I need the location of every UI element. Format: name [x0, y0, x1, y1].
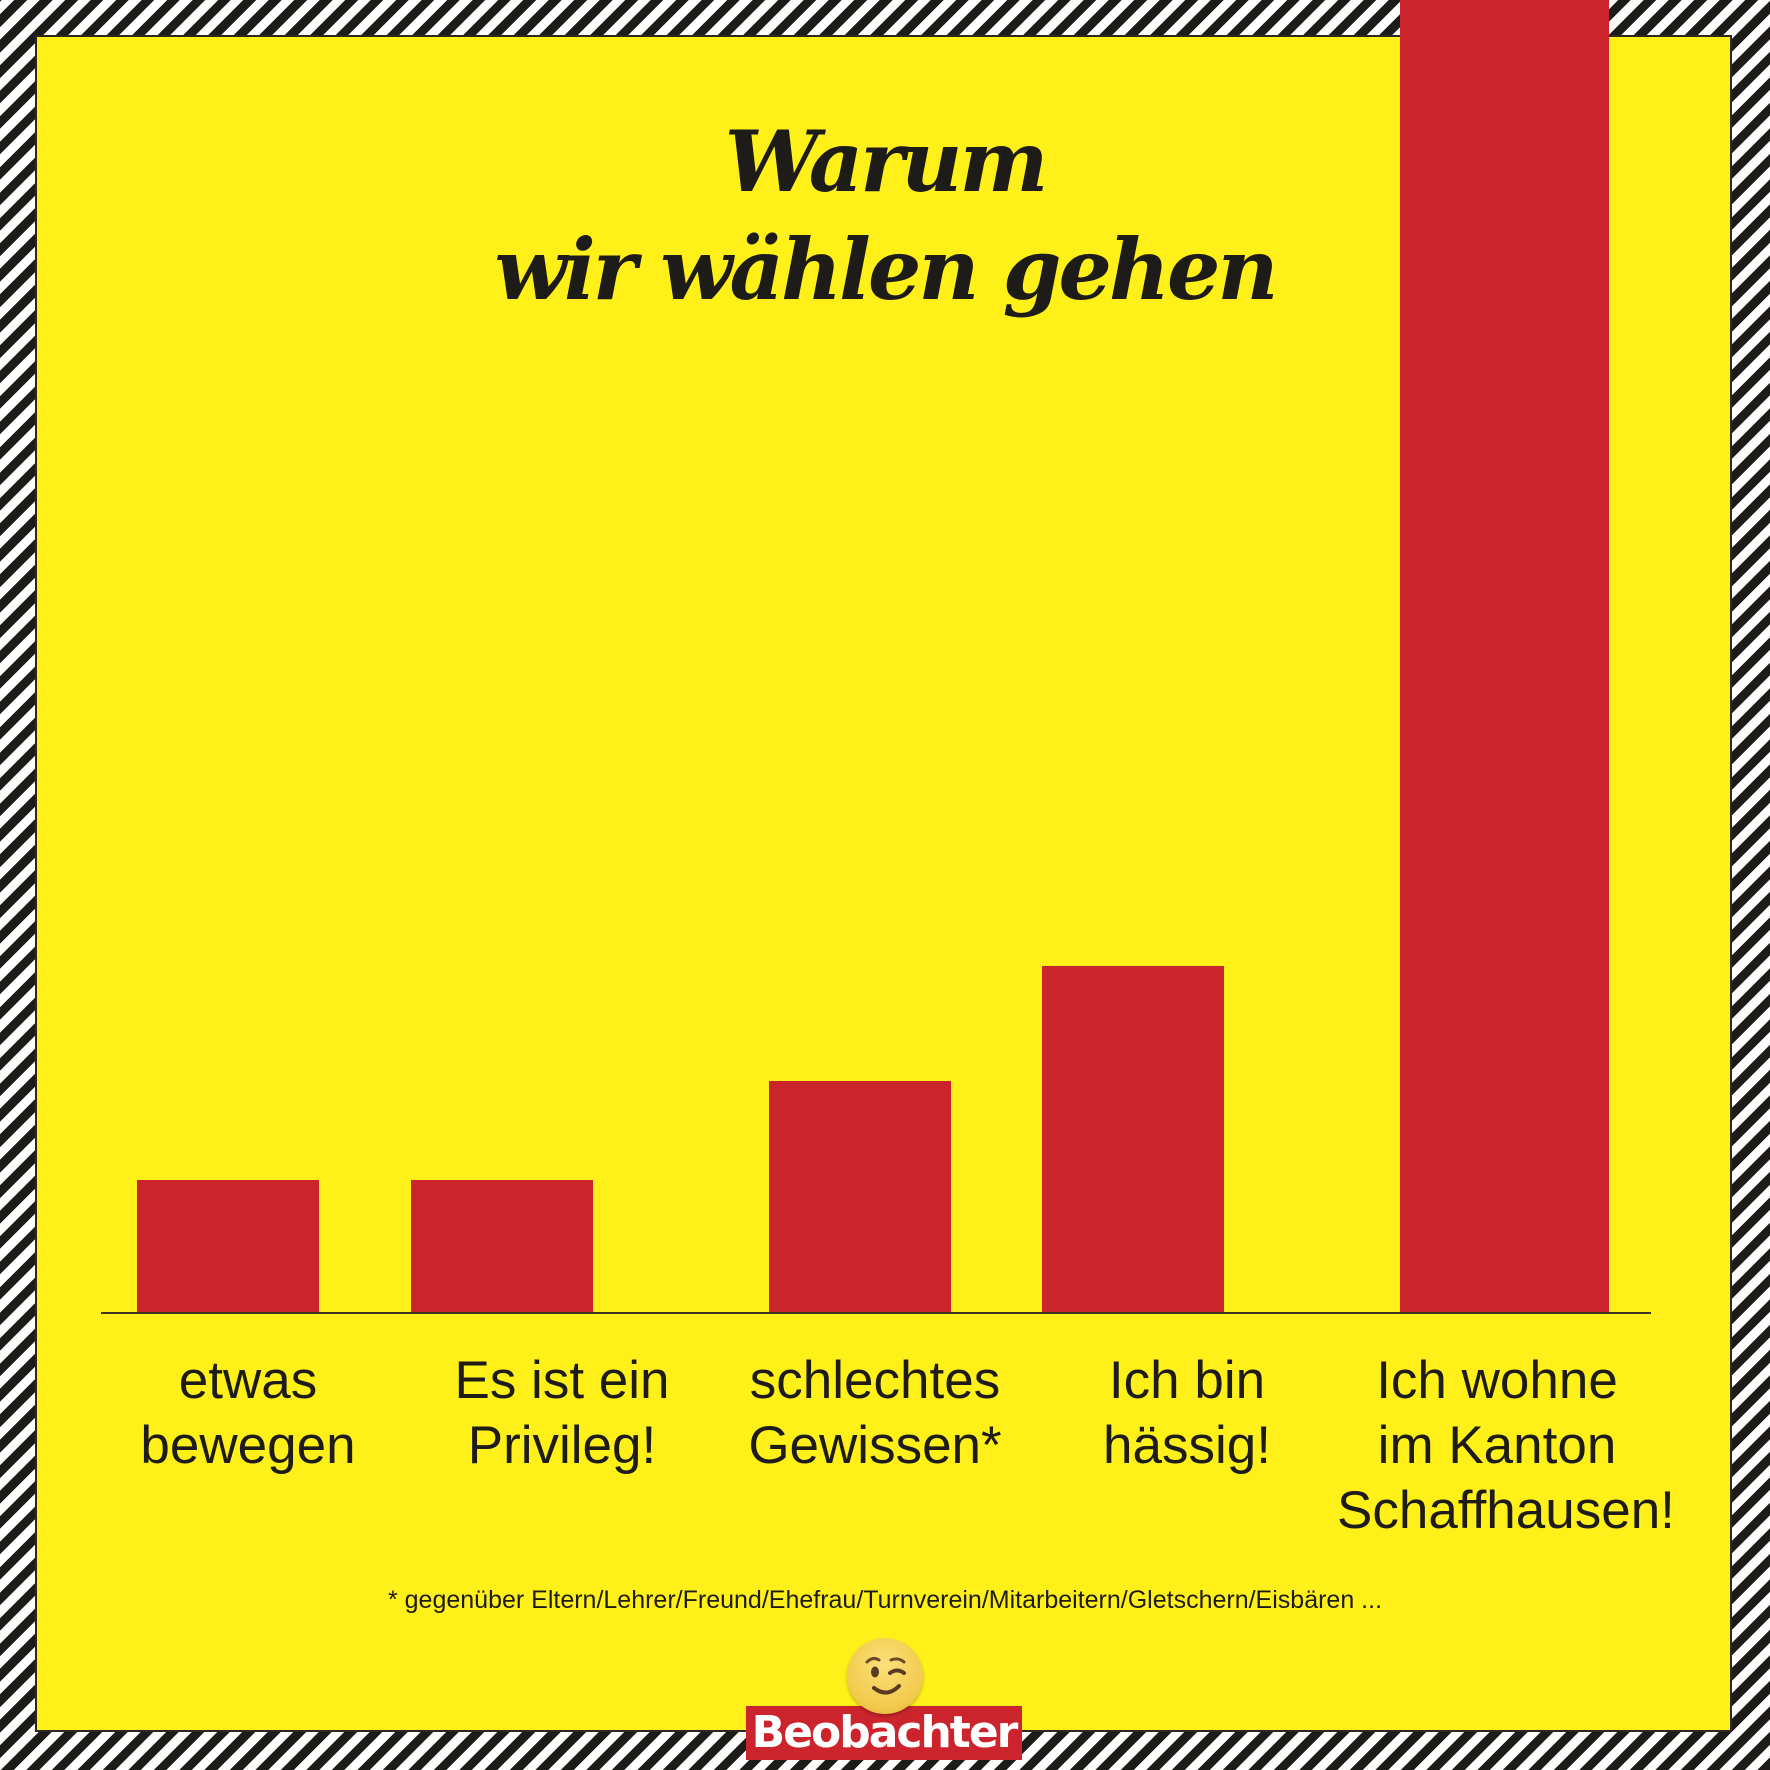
- chart-title: Warum wir wählen gehen: [0, 108, 1770, 324]
- bar-haessig: [1042, 966, 1224, 1312]
- label-line: hässig!: [1103, 1416, 1271, 1475]
- beobachter-logo: Beobachter: [746, 1706, 1022, 1760]
- label-line: im Kanton: [1377, 1416, 1617, 1475]
- label-privileg: Es ist ein Privileg!: [402, 1348, 722, 1478]
- label-line: bewegen: [140, 1416, 356, 1475]
- label-schaffhausen: Ich wohne im Kanton Schaffhausen!: [1337, 1348, 1675, 1543]
- footnote: * gegenüber Eltern/Lehrer/Freund/Ehefrau…: [387, 1586, 1383, 1614]
- winking-face-icon: [847, 1638, 923, 1714]
- x-axis-baseline: [101, 1312, 1651, 1314]
- bar-schaffhausen: [1400, 0, 1609, 1312]
- label-line: Privileg!: [467, 1416, 657, 1475]
- bar-schlechtes-gewissen: [769, 1081, 951, 1312]
- label-line: Es ist ein: [454, 1351, 670, 1410]
- label-line: Schaffhausen!: [1337, 1481, 1675, 1540]
- label-line: schlechtes: [749, 1351, 1001, 1410]
- bar-privileg: [411, 1180, 593, 1312]
- label-line: Ich bin: [1108, 1351, 1266, 1410]
- label-line: Ich wohne: [1376, 1351, 1618, 1410]
- title-line-2: wir wählen gehen: [494, 220, 1279, 319]
- label-haessig: Ich bin hässig!: [1027, 1348, 1347, 1478]
- label-schlechtes-gewissen: schlechtes Gewissen*: [715, 1348, 1035, 1478]
- label-line: Gewissen*: [748, 1416, 1002, 1475]
- label-etwas-bewegen: etwas bewegen: [88, 1348, 408, 1478]
- bar-etwas-bewegen: [137, 1180, 319, 1312]
- label-line: etwas: [178, 1351, 318, 1410]
- title-line-1: Warum: [724, 112, 1049, 211]
